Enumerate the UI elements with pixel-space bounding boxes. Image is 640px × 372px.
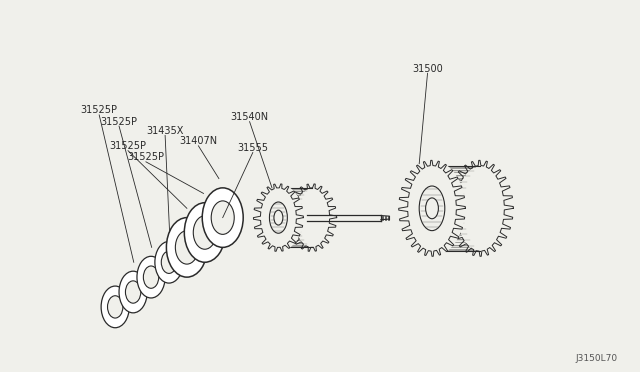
Ellipse shape (101, 286, 129, 328)
Ellipse shape (137, 256, 165, 298)
Text: 31555: 31555 (237, 143, 268, 153)
Ellipse shape (211, 201, 234, 234)
Ellipse shape (419, 186, 445, 231)
Ellipse shape (269, 202, 287, 233)
Ellipse shape (274, 210, 283, 225)
Text: J3150L70: J3150L70 (575, 355, 618, 363)
Ellipse shape (143, 266, 159, 288)
Ellipse shape (253, 184, 303, 251)
Ellipse shape (426, 198, 438, 219)
Ellipse shape (166, 218, 207, 277)
Ellipse shape (108, 296, 123, 318)
Text: 31540N: 31540N (230, 112, 269, 122)
Ellipse shape (184, 203, 225, 262)
Text: 31525P: 31525P (81, 106, 118, 115)
Ellipse shape (202, 188, 243, 247)
Text: 31525P: 31525P (109, 141, 147, 151)
Ellipse shape (119, 271, 147, 313)
Ellipse shape (287, 184, 337, 251)
Text: 31500: 31500 (412, 64, 443, 74)
Ellipse shape (193, 216, 216, 249)
Text: 31407N: 31407N (179, 137, 218, 146)
Ellipse shape (175, 231, 198, 264)
Text: 31525P: 31525P (127, 153, 164, 162)
Ellipse shape (161, 251, 177, 273)
Ellipse shape (399, 160, 465, 256)
Ellipse shape (447, 160, 513, 256)
Text: 31525P: 31525P (100, 117, 138, 126)
Ellipse shape (125, 281, 141, 303)
Ellipse shape (155, 241, 183, 283)
Text: 31435X: 31435X (147, 126, 184, 136)
